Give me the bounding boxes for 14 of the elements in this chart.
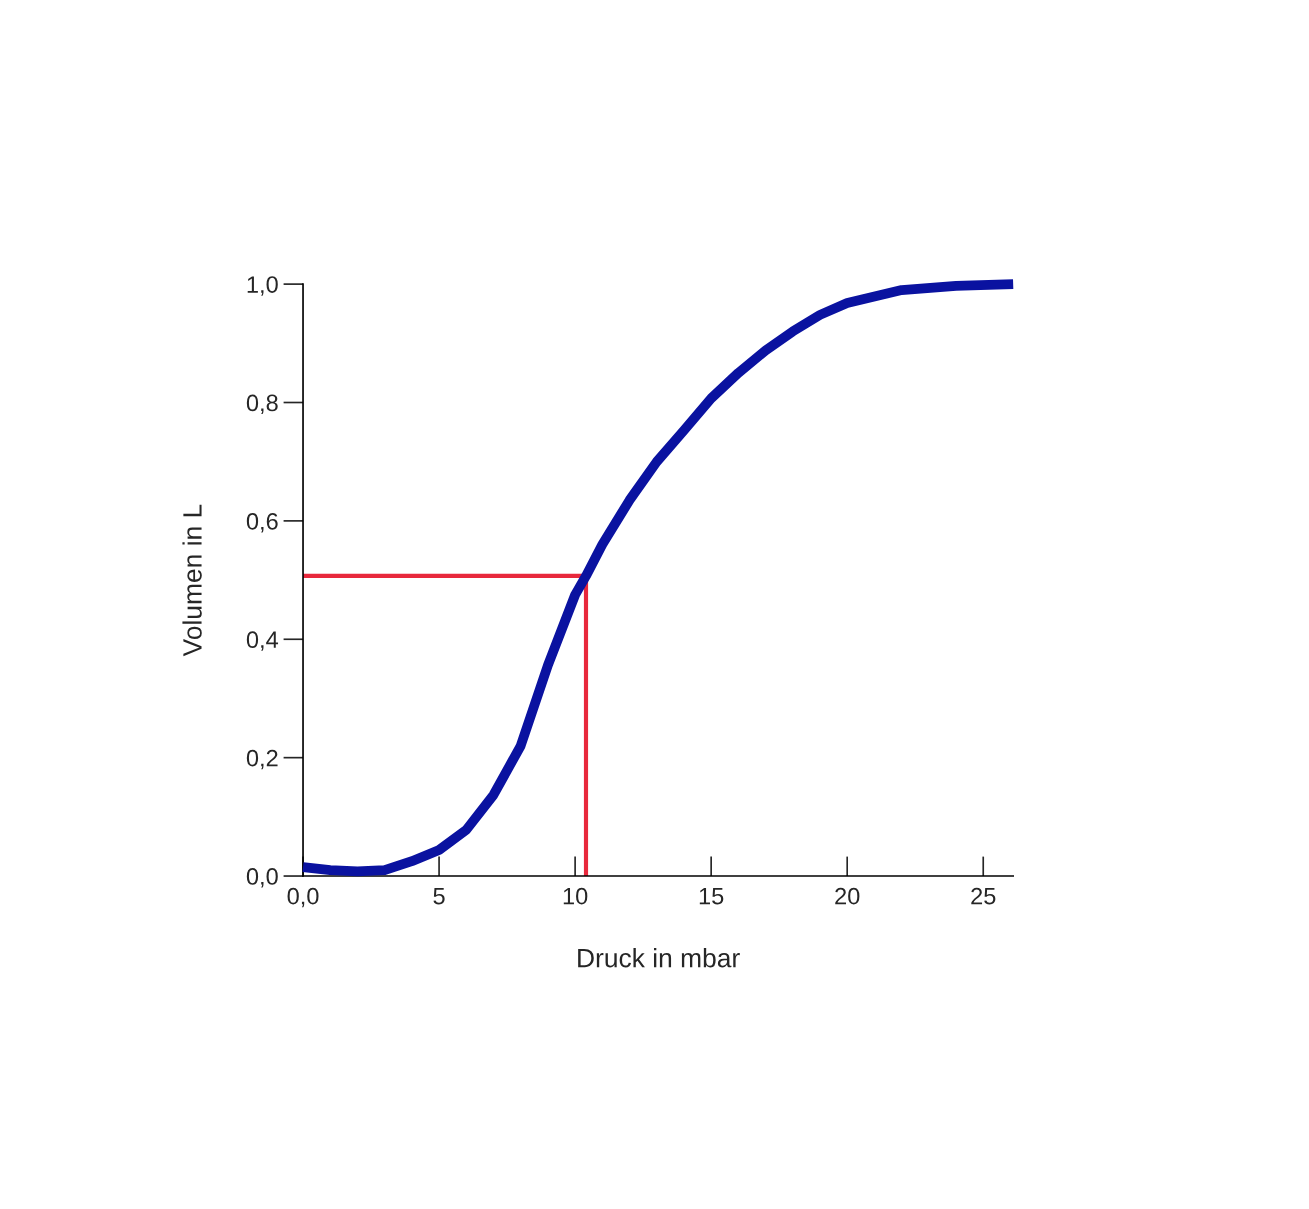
y-tick-label: 1,0 [247,276,278,296]
x-tick-label: 20 [835,887,860,905]
y-tick-label: 0,0 [246,868,278,888]
x-tick-label: 15 [699,888,724,905]
y-tick-label: 0,6 [246,512,278,533]
y-tick-label: 0,2 [246,749,278,770]
x-axis-title: Druck in mbar [578,948,740,968]
x-tick-label: 25 [971,887,996,905]
y-tick-label: 0,8 [246,394,278,415]
x-tick-label: 5 [433,888,445,905]
y-axis-title: Volumen in L [182,504,202,657]
y-tick-label: 0,4 [246,631,279,651]
x-tick-label: 0,0 [287,887,319,908]
x-tick-label: 10 [563,887,588,905]
